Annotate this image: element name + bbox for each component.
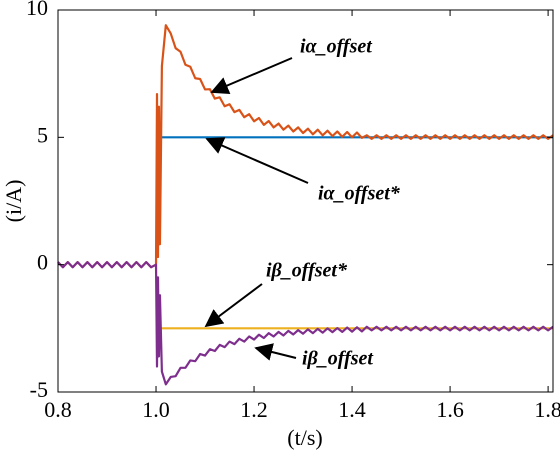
y-tick-label: 0 xyxy=(37,250,48,275)
x-tick-label: 1.4 xyxy=(338,397,366,422)
plot-frame xyxy=(57,9,554,393)
x-tick-label: 1.8 xyxy=(534,397,560,422)
y-tick-label: -5 xyxy=(30,377,48,402)
arrow xyxy=(205,137,309,184)
series-label: iβ_offset* xyxy=(266,260,348,282)
series-line xyxy=(57,261,554,386)
y-axis-label: (i/A) xyxy=(1,180,26,223)
plot-lines xyxy=(57,24,554,386)
x-axis-label: (t/s) xyxy=(287,425,322,450)
series-line xyxy=(57,24,554,269)
y-tick-label: 5 xyxy=(37,122,48,147)
arrow xyxy=(254,343,297,361)
arrow xyxy=(210,57,293,94)
series-label: iβ_offset xyxy=(302,348,374,370)
series-label: iα_offset* xyxy=(318,183,401,205)
x-tick-label: 0.8 xyxy=(44,397,72,422)
y-tick-label: 10 xyxy=(26,0,48,20)
x-tick-label: 1.0 xyxy=(142,397,170,422)
x-tick-label: 1.2 xyxy=(240,397,268,422)
arrow xyxy=(204,283,263,328)
series-label: iα_offset xyxy=(300,36,373,58)
x-tick-label: 1.6 xyxy=(436,397,464,422)
